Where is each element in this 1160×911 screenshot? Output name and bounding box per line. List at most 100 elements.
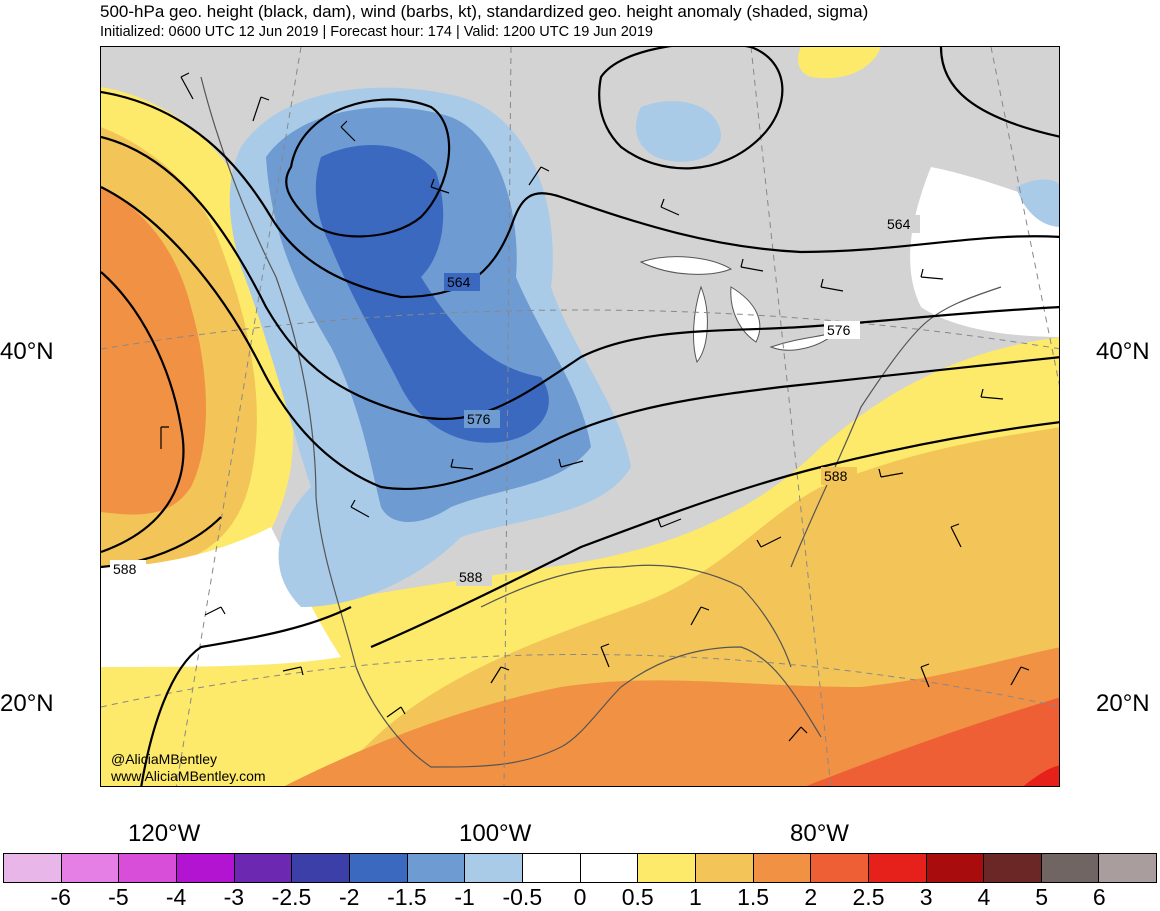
colorbar-swatch [119,854,177,882]
wind-barb [180,72,194,100]
wind-barb [788,726,808,742]
colorbar-tick-label: 5 [1035,884,1048,910]
great-lake-huron [730,286,761,343]
lat-label-20n-right: 20°N [1096,690,1150,717]
wind-barb [980,388,1004,400]
height-contour-576-south [101,186,1059,491]
anomaly-region-neg-ne [1016,179,1059,227]
wind-barb [600,643,610,668]
map-subtitle: Initialized: 0600 UTC 12 Jun 2019 | Fore… [100,24,653,40]
lon-label-120w: 120°W [128,820,201,847]
wind-barb [690,606,710,626]
wind-barb [740,258,764,272]
map-title: 500-hPa geo. height (black, dam), wind (… [100,2,869,21]
wind-barb [282,666,304,676]
wind-barb [920,268,944,280]
colorbar-tick-label: -3 [223,884,245,910]
lon-gridline-60 [990,47,1059,386]
height-contour-564-ne [939,47,1059,138]
credit-handle: @AliciaMBentley [111,751,218,767]
anomaly-region-neg-1.5 [315,145,549,443]
colorbar-swatch [695,854,754,882]
credit-site: www.AliciaMBentley.com [111,768,266,784]
colorbar-tick-label: -6 [50,884,71,910]
colorbar-swatch [984,854,1042,882]
wind-barb [657,518,682,528]
colorbar-swatch [176,854,235,882]
height-contour-564-low [285,98,451,238]
wind-barb [528,166,550,186]
colorbar-swatch [522,854,581,882]
anomaly-region-pos-north [798,47,881,79]
contour-label-564-west: 564 [447,274,471,290]
colorbar-tick-label: 0.5 [621,884,654,910]
lon-label-80w: 80°W [790,820,849,847]
contour-labels: 564 564 576 576 588 588 588 [110,215,920,586]
colorbar-swatch [926,854,985,882]
colorbar-swatch [753,854,812,882]
lat-label-40n-right: 40°N [1096,338,1150,365]
great-lake-superior [639,256,733,275]
colorbar-swatch [465,854,523,882]
wind-barbs [160,72,1030,742]
colorbar-swatch [61,854,120,882]
colorbar-tick-label: -1 [454,884,475,910]
contour-label-564-east: 564 [887,216,911,232]
anomaly-region-1.5-south [284,647,1059,786]
colorbar-swatch [4,854,62,882]
colorbar-tick-label: -0.5 [502,884,543,910]
wind-barb [450,458,474,470]
contour-label-576-central: 576 [467,411,491,427]
contour-label-576-east: 576 [827,322,851,338]
lon-label-100w: 100°W [459,820,532,847]
wind-barb [386,706,406,718]
anomaly-region-2.5-south [1023,765,1059,786]
colorbar-tick-label: -4 [165,884,187,910]
contour-label-588-east: 588 [824,468,848,484]
colorbar-tick-label: 3 [919,884,933,910]
anomaly-region-1.5-west [101,187,206,515]
wind-barb [350,499,370,518]
height-contour-588-west [101,271,185,554]
colorbar-swatch [868,854,927,882]
colorbar-tick-label: -1.5 [387,884,427,910]
anomaly-colorbar [3,853,1157,883]
colorbar-tick-label: 2 [804,884,818,910]
wind-barb [204,606,226,616]
great-lake-michigan [693,285,708,364]
colorbar-swatch [1099,854,1157,882]
wind-barb [252,96,270,122]
wind-barb [950,523,962,548]
lat-label-20n-left: 20°N [0,690,54,717]
colorbar-swatch [638,854,696,882]
colorbar-tick-label: -2 [338,884,360,910]
lon-gridline-120 [175,47,302,786]
colorbar-tick-label: -2.5 [271,884,312,910]
wind-barb [430,178,450,194]
wind-barb [1010,666,1030,686]
lon-gridline-100 [503,47,512,786]
coastline [200,76,822,768]
colorbar-swatch [580,854,639,882]
colorbar-tick-label: 2.5 [852,884,885,910]
anomaly-region-neg-hudson [636,101,721,162]
east-coast [790,286,1002,568]
height-contour-564-north [598,47,784,170]
contour-label-588-south: 588 [459,569,483,585]
colorbar-tick-label: 1.5 [737,884,770,910]
anomaly-region-2-south [806,697,1059,786]
colorbar-tick-label: 4 [977,884,991,910]
lat-gridline-20 [101,654,1059,708]
wind-barb [340,120,356,142]
wind-barb [756,536,782,548]
wind-barb [490,666,510,684]
height-contour-590 [140,606,352,786]
colorbar-swatch [292,854,350,882]
colorbar-tick-label: -5 [108,884,129,910]
colorbar-tick-label: 1 [688,884,702,910]
wind-barb [820,278,844,292]
colorbar-swatch [407,854,466,882]
wind-barb [878,468,904,478]
colorbar-swatch [1041,854,1100,882]
gulf-coast [480,564,792,668]
